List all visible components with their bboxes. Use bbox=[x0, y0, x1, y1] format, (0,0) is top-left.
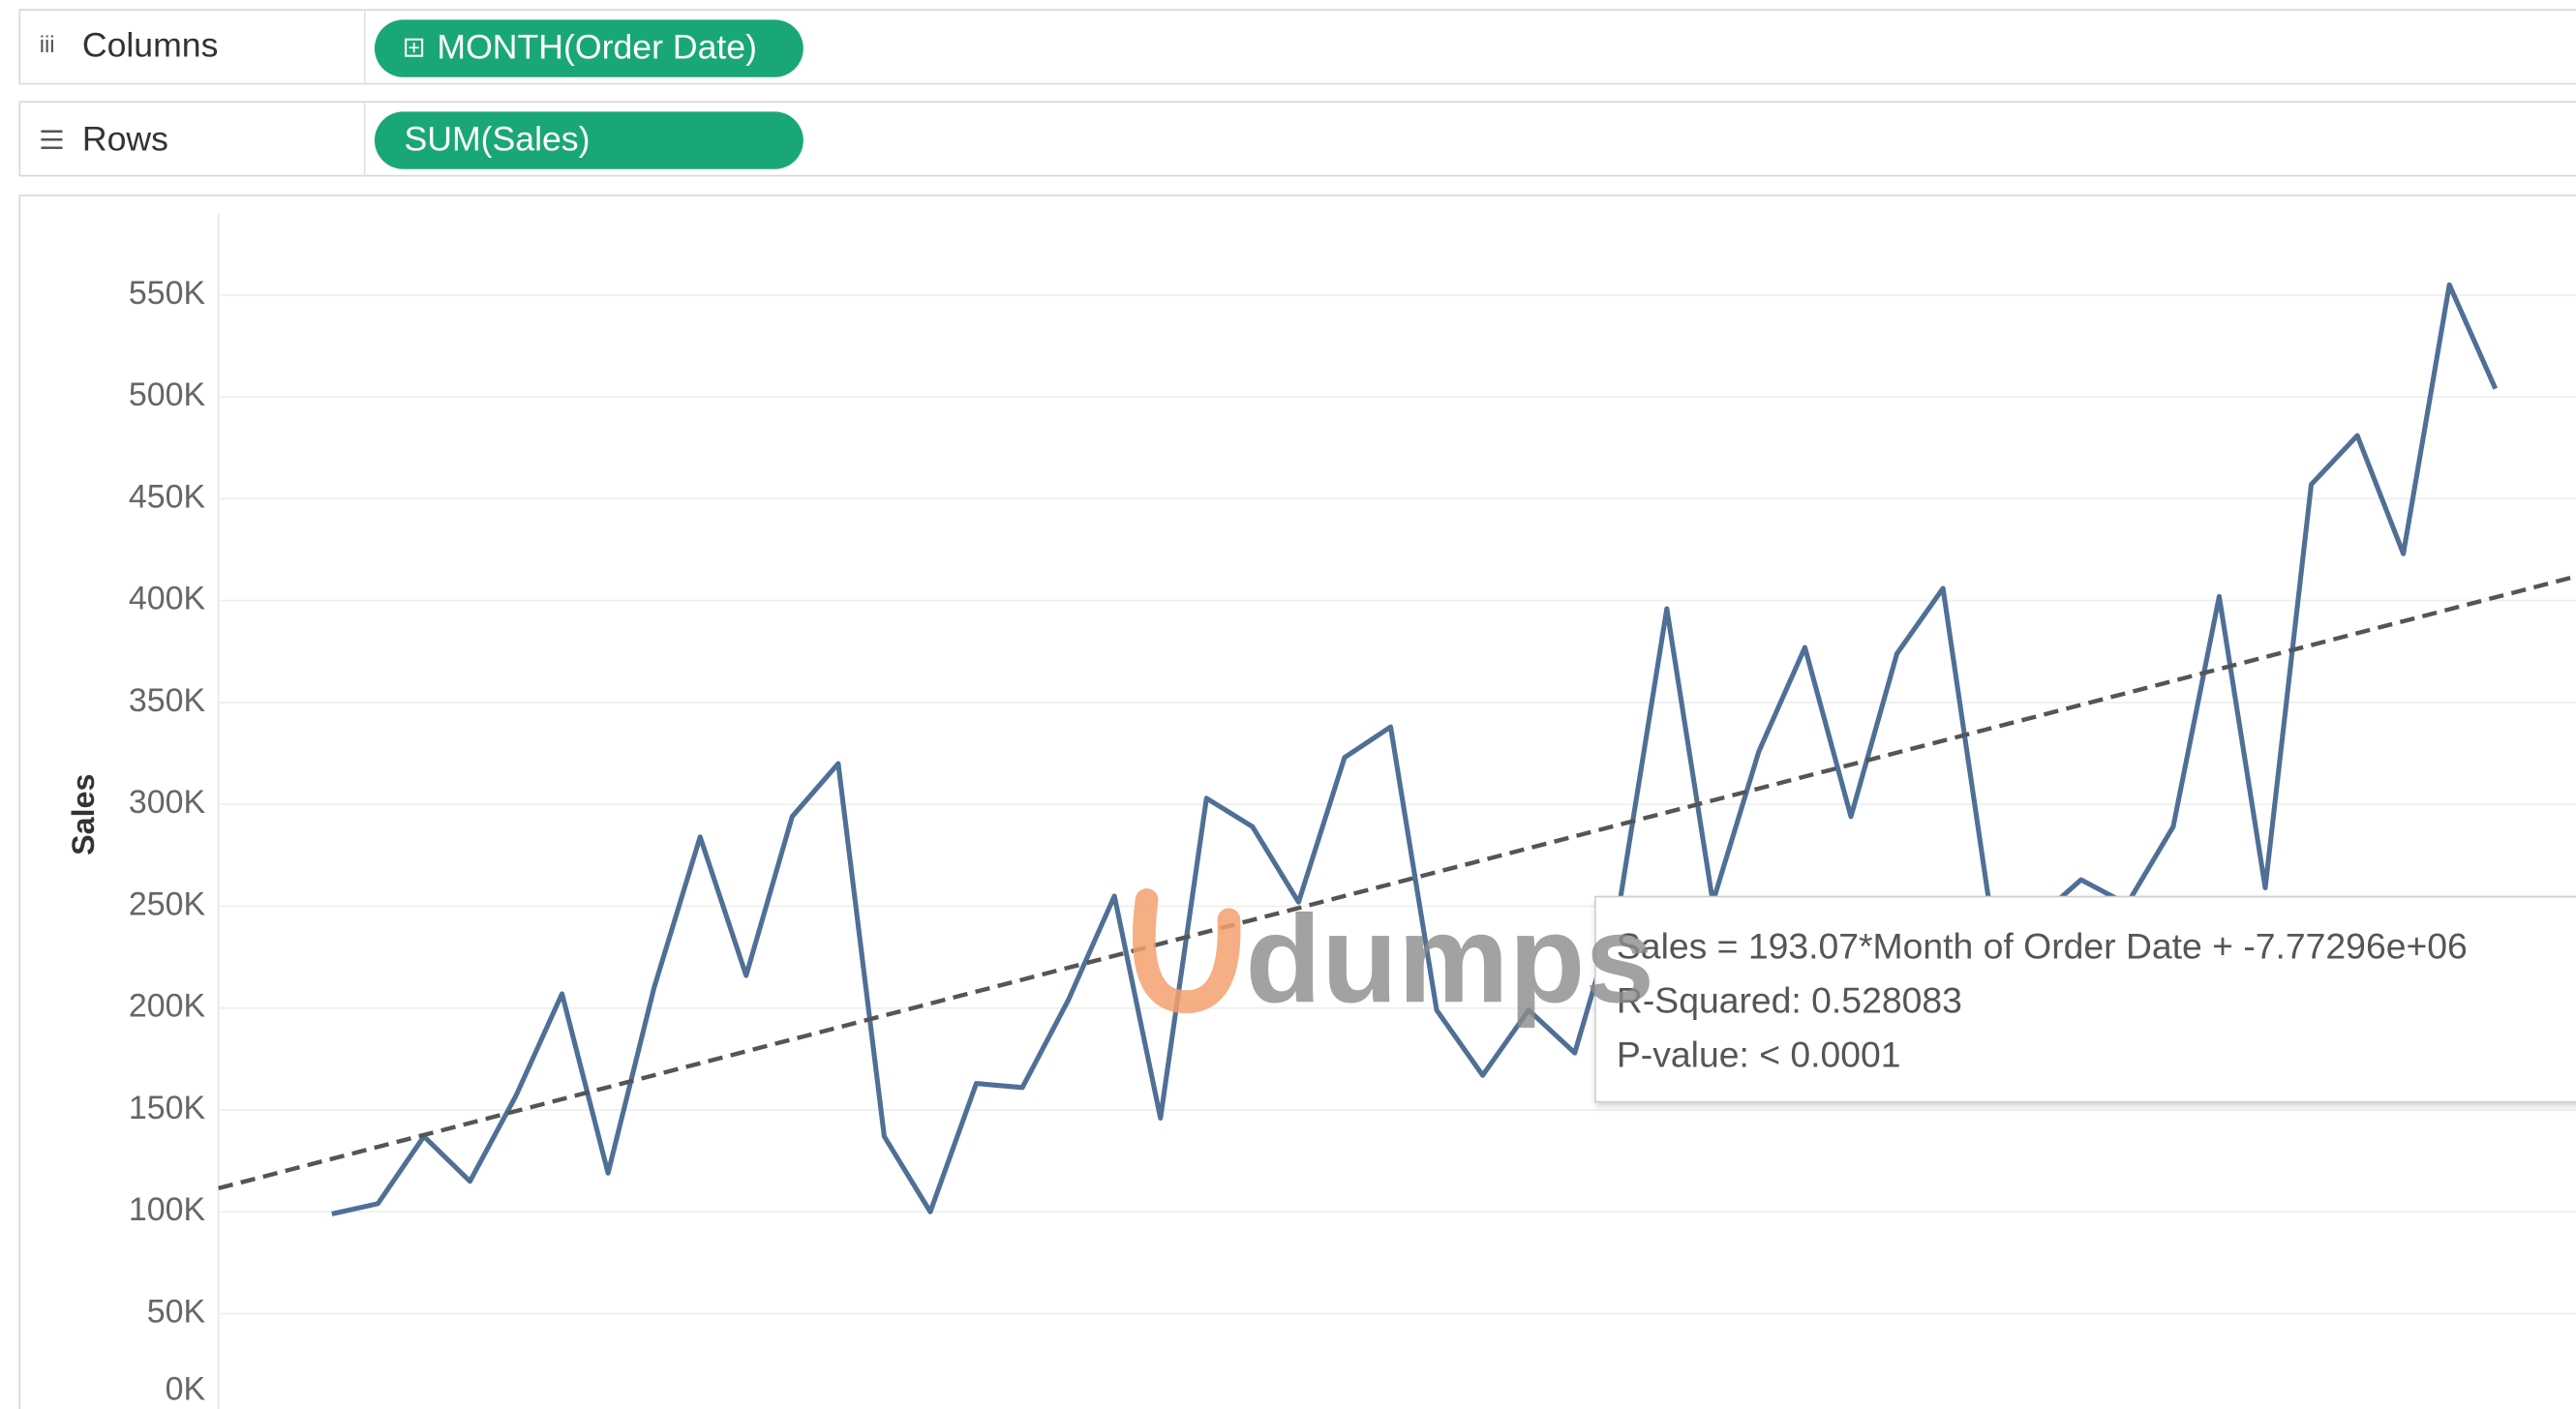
y-tick-label: 50K bbox=[147, 1293, 206, 1330]
overlay: Sales = 193.07*Month of Order Date + -7.… bbox=[1133, 888, 2576, 1103]
icon bbox=[405, 38, 424, 57]
icon: iii bbox=[40, 32, 55, 58]
pill-label: SUM(Sales) bbox=[404, 119, 590, 158]
shelf-label: Rows bbox=[82, 119, 168, 158]
pill-label: MONTH(Order Date) bbox=[437, 27, 757, 66]
tooltip-line: P-value: < 0.0001 bbox=[1617, 1034, 1901, 1075]
tooltip bbox=[1594, 895, 2576, 1103]
y-tick-label: 300K bbox=[129, 784, 206, 821]
y-tick-label: 500K bbox=[129, 376, 206, 413]
tooltip-line: Sales = 193.07*Month of Order Date + -7.… bbox=[1617, 926, 2468, 967]
watermark-icon bbox=[1133, 888, 1241, 1014]
plot: 0K 50K 100K 150K 200K 250K 300K 350K 400K 450K 500… bbox=[129, 275, 2576, 1407]
y-tick-label: 250K bbox=[129, 885, 206, 922]
y-tick-label: 450K bbox=[129, 478, 206, 515]
pill[interactable] bbox=[374, 19, 803, 77]
y-tick-label: 350K bbox=[129, 682, 206, 719]
y-tick-label: 550K bbox=[129, 275, 206, 312]
series-line bbox=[331, 282, 2499, 1216]
tooltip-line: R-Squared: 0.528083 bbox=[1617, 980, 1962, 1021]
shelf-label: Columns bbox=[82, 26, 219, 65]
y-tick-label: 400K bbox=[129, 581, 206, 617]
watermark: dumps bbox=[1245, 889, 1654, 1029]
icon bbox=[41, 130, 63, 149]
y-tick-label: 100K bbox=[129, 1191, 206, 1228]
y-axis-title: Sales bbox=[66, 774, 101, 855]
y-tick-label: 0K bbox=[166, 1370, 206, 1407]
trend-line bbox=[218, 574, 2576, 1191]
view bbox=[18, 195, 2576, 1409]
y-tick-label: 150K bbox=[129, 1090, 206, 1126]
y-tick-label: 200K bbox=[129, 988, 206, 1025]
pill[interactable] bbox=[374, 111, 803, 169]
